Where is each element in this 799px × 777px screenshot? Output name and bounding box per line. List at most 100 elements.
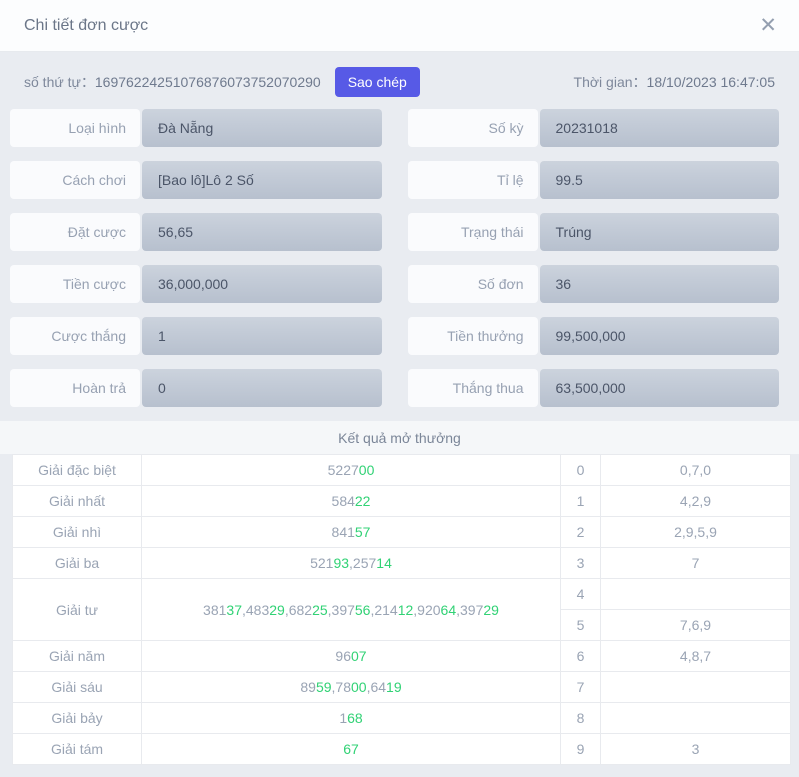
field-so-ky: Số kỳ 20231018 [407,109,779,147]
field-thang-thua: Thắng thua 63,500,000 [407,369,779,407]
field-label: Tiền thưởng [407,317,538,355]
winning-tail-digits: 56 [354,601,371,618]
serial-group: số thứ tự： 16976224251076876073752070290… [24,67,420,97]
form-row: Hoàn trả 0 Thắng thua 63,500,000 [10,369,779,407]
prize-label: Giải năm [12,640,142,672]
number-digits: 584 [331,493,355,509]
prize-label: Giải tư [12,578,142,641]
tail-values-cell: 2,9,5,9 [600,516,791,548]
field-cach-choi: Cách chơi [Bao lô]Lô 2 Số [10,161,382,199]
close-icon[interactable]: ✕ [759,14,777,37]
field-cuoc-thang: Cược thắng 1 [10,317,382,355]
prize-numbers: 67 [141,733,561,765]
number-digits: 1 [339,710,348,726]
field-value: 0 [142,369,382,407]
results-row: Giải ba 52193,25714 3 7 [12,547,791,579]
winning-tail-digits: 07 [351,648,367,664]
dialog-header: Chi tiết đơn cược ✕ [0,0,799,52]
prize-numbers: 522700 [141,454,561,486]
prize-label: Giải ba [12,547,142,579]
prize-numbers: 84157 [141,516,561,548]
results-row: Giải bảy 168 8 [12,702,791,734]
tail-digit-cell: 6 [560,640,601,672]
field-label: Trạng thái [407,213,538,251]
results-row: Giải năm 9607 6 4,8,7 [12,640,791,672]
number-digits: ,397 [327,601,355,618]
number-digits: 381 [203,601,227,618]
winning-tail-digits: 64 [440,601,457,618]
winning-tail-digits: 67 [343,741,359,757]
tail-values-cell [600,671,791,703]
field-so-don: Số đơn 36 [407,265,779,303]
results-table-body: Giải đặc biệt 522700 0 0,7,0 Giải nhất 58422 1… [12,454,791,765]
field-value: 99.5 [539,161,779,199]
tail-values-cell: 7 [600,547,791,579]
winning-tail-digits: 29 [269,601,285,618]
results-row: Giải đặc biệt 522700 0 0,7,0 [12,454,791,486]
number-digits: ,483 [241,601,270,618]
field-value: 36 [539,265,779,303]
field-value: 99,500,000 [539,317,779,355]
time-group: Thời gian： 18/10/2023 16:47:05 [574,72,775,92]
serial-label: số thứ tự： [24,74,95,90]
winning-tail-digits: 29 [483,601,499,618]
form-row: Đặt cược 56,65 Trạng thái Trúng [10,213,779,251]
form-row: Cách chơi [Bao lô]Lô 2 Số Tỉ lệ 99.5 [10,161,779,199]
prize-label: Giải nhì [12,516,142,548]
winning-tail-digits: 12 [397,601,414,618]
prize-label: Giải bảy [12,702,142,734]
number-digits: 841 [331,524,355,540]
results-section-title: Kết quả mở thưởng [0,421,799,454]
winning-tail-digits: 25 [312,601,328,618]
number-digits: ,78 [331,679,351,695]
tail-digit-cell: 5 [560,609,601,641]
field-label: Cược thắng [10,317,140,355]
field-label: Số đơn [407,265,538,303]
field-hoan-tra: Hoàn trả 0 [10,369,382,407]
results-row: Giải nhất 58422 1 4,2,9 [12,485,791,517]
prize-numbers: 8959,7800,6419 [141,671,561,703]
prize-label: Giải sáu [12,671,142,703]
field-value: Đà Nẵng [142,109,382,147]
winning-tail-digits: 00 [358,462,375,478]
tail-digit-cell: 4 [560,578,601,610]
field-value: 63,500,000 [539,369,779,407]
winning-tail-digits: 00 [351,679,367,695]
number-digits: 96 [335,648,351,664]
field-value: 56,65 [142,213,382,251]
winning-tail-digits: 37 [226,601,242,618]
copy-button[interactable]: Sao chép [334,67,420,97]
number-digits: 521 [310,555,334,571]
winning-tail-digits: 22 [354,493,371,509]
winning-tail-digits: 68 [347,710,363,726]
winning-tail-digits: 19 [386,679,402,695]
results-row: Giải tư 38137,48329,68225,39756,21412,920… [12,578,791,641]
prize-numbers: 168 [141,702,561,734]
winning-tail-digits: 59 [315,679,332,695]
bet-detail-form: Loại hình Đà Nẵng Số kỳ 20231018 Cách ch… [0,109,799,407]
field-label: Tỉ lệ [407,161,538,199]
results-row: Giải nhì 84157 2 2,9,5,9 [12,516,791,548]
tail-values-cell: 7,6,9 [600,609,791,641]
field-label: Tiền cược [10,265,140,303]
winning-tail-digits: 57 [354,524,371,540]
field-tien-cuoc: Tiền cược 36,000,000 [10,265,382,303]
prize-numbers: 9607 [141,640,561,672]
serial-value: 16976224251076876073752070290 [94,74,321,90]
form-row: Cược thắng 1 Tiền thưởng 99,500,000 [10,317,779,355]
winning-tail-digits: 14 [376,555,392,571]
number-digits: ,682 [284,601,313,618]
tail-digit-cell: 9 [560,733,601,765]
form-row: Tiền cược 36,000,000 Số đơn 36 [10,265,779,303]
tail-values-cell: 4,2,9 [600,485,791,517]
field-label: Hoàn trả [10,369,140,407]
number-digits: 5227 [327,462,359,478]
field-label: Thắng thua [407,369,538,407]
tail-digit-cell: 3 [560,547,601,579]
field-dat-cuoc: Đặt cược 56,65 [10,213,382,251]
prize-numbers: 38137,48329,68225,39756,21412,92064,3972… [141,578,561,641]
tail-digit-cell: 7 [560,671,601,703]
field-value: [Bao lô]Lô 2 Số [142,161,382,199]
tail-digit-cell: 0 [560,454,601,486]
tail-values-cell: 0,7,0 [600,454,791,486]
